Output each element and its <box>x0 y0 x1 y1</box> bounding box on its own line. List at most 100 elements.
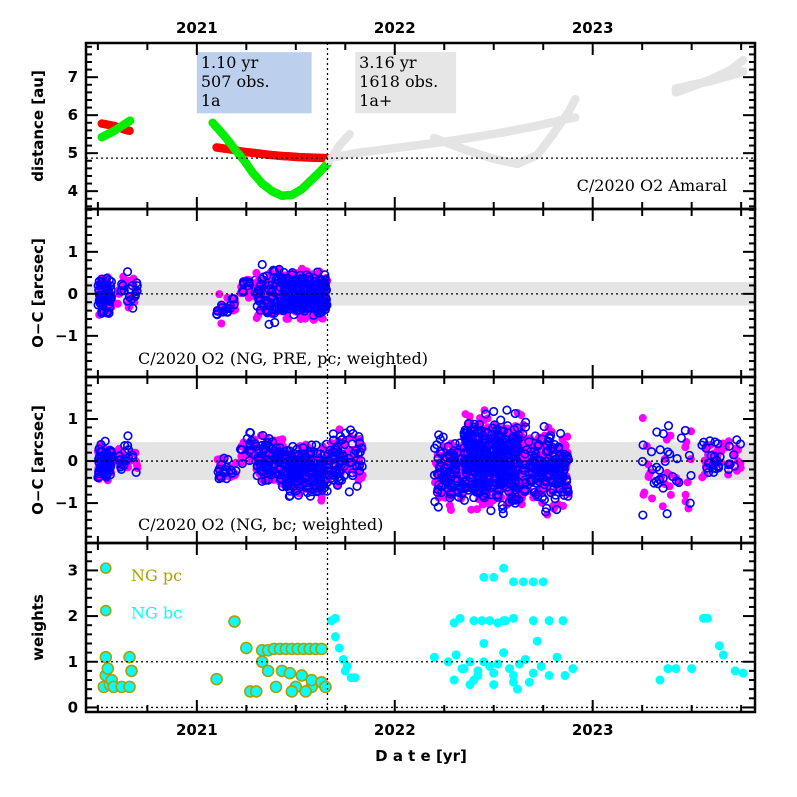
dec-residual-point <box>260 305 271 315</box>
ra-residual-point <box>561 441 570 450</box>
dec-residual-point <box>105 290 115 300</box>
dec-residual-point <box>315 298 326 308</box>
dec-residual-point <box>313 308 323 318</box>
dec-residual-point <box>270 317 280 328</box>
dec-residual-point <box>705 436 715 446</box>
dec-residual-point <box>529 487 540 498</box>
dec-residual-point <box>537 464 547 474</box>
ng-pc-weight-point <box>99 650 113 664</box>
dec-residual-point <box>510 408 520 419</box>
dec-residual-point <box>558 451 568 462</box>
ng-pc-weight-point <box>123 650 136 664</box>
info-box-1-line: 1.10 yr <box>201 53 259 72</box>
dec-residual-point <box>434 430 444 440</box>
dec-residual-point <box>102 282 113 293</box>
dec-residual-point <box>267 280 277 290</box>
dec-residual-point <box>520 422 531 432</box>
data-point-geocentric-distance-later- <box>570 94 580 104</box>
ng-bc-weight-point <box>568 664 578 674</box>
dec-residual-point <box>658 483 668 493</box>
dec-residual-point <box>549 464 559 474</box>
dec-residual-point <box>237 458 247 469</box>
panel-frame <box>84 541 757 714</box>
x-tick-label-bottom: 2022 <box>374 721 416 739</box>
dec-residual-point <box>354 432 364 442</box>
x-tick-label-bottom: 2021 <box>176 721 218 739</box>
dec-residual-point <box>103 300 113 310</box>
dec-residual-point <box>534 477 545 487</box>
dec-residual-point <box>442 472 452 482</box>
dec-residual-point <box>294 295 304 305</box>
dec-residual-point <box>245 441 255 451</box>
dec-residual-point <box>725 459 735 469</box>
dec-residual-point <box>282 445 292 456</box>
dec-residual-point <box>258 430 268 441</box>
dec-residual-point <box>520 485 530 495</box>
plot-area <box>86 543 755 712</box>
x-tick-label-top: 2022 <box>374 19 416 37</box>
ng-bc-weight-point <box>671 664 681 674</box>
dec-residual-point <box>356 443 367 453</box>
dec-residual-point <box>257 259 267 270</box>
dec-residual-point <box>491 490 502 500</box>
ng-pc-weight-point <box>125 664 138 678</box>
ng-bc-weight-point <box>505 664 515 674</box>
data-point-geocentric-distance-later- <box>345 129 354 139</box>
dec-residual-point <box>446 489 456 499</box>
info-box-2-line: 1618 obs. <box>359 72 438 91</box>
x-tick-label-top: 2021 <box>176 19 218 37</box>
y-axis-title: O−C [arcsec] <box>29 405 47 515</box>
dec-residual-point <box>647 464 657 475</box>
dec-residual-point <box>276 301 286 311</box>
dec-residual-point <box>258 465 268 475</box>
dec-residual-point <box>470 468 480 478</box>
ng-pc-weight-point <box>315 642 328 656</box>
ng-bc-weight-point <box>512 684 522 694</box>
y-tick-label: 6 <box>68 106 78 124</box>
info-box-2 <box>355 52 457 114</box>
dec-residual-point <box>541 475 551 486</box>
dec-residual-point <box>306 487 317 497</box>
dec-residual-point <box>552 504 562 515</box>
dec-residual-point <box>498 504 508 514</box>
dec-residual-point <box>320 281 330 291</box>
panel-annotation: C/2020 O2 Amaral <box>577 176 727 195</box>
ng-bc-weight-point <box>687 664 697 674</box>
legend-label-ng-bc: NG bc <box>131 604 182 623</box>
ng-pc-weight-point <box>249 685 263 698</box>
ra-residual-point <box>644 472 653 481</box>
ra-residual-point <box>638 414 647 423</box>
dec-residual-point <box>502 405 512 415</box>
plot-area <box>86 209 755 377</box>
ra-residual-point <box>119 272 128 281</box>
dec-residual-point <box>343 453 354 464</box>
dec-residual-point <box>662 509 672 519</box>
ng-bc-weight-point <box>330 632 340 642</box>
dec-residual-point <box>697 440 707 450</box>
ng-bc-weight-point <box>524 677 534 687</box>
dec-residual-point <box>332 469 342 479</box>
dec-residual-point <box>299 306 309 316</box>
dec-residual-point <box>289 296 299 307</box>
dec-residual-point <box>104 466 114 476</box>
dec-residual-point <box>449 446 459 456</box>
ng-bc-weight-point <box>330 613 340 623</box>
dec-residual-point <box>116 286 126 296</box>
dec-residual-point <box>436 458 446 468</box>
dec-residual-point <box>490 473 501 483</box>
dec-residual-point <box>238 287 248 297</box>
dec-residual-point <box>491 478 501 488</box>
dec-residual-point <box>266 470 276 480</box>
dec-residual-point <box>279 285 289 295</box>
dec-residual-point <box>114 451 125 461</box>
dec-residual-point <box>436 487 447 498</box>
ng-bc-weight-point <box>465 657 475 667</box>
ra-residual-point <box>446 505 455 514</box>
dec-residual-point <box>335 474 345 484</box>
ng-bc-weight-point <box>730 666 740 676</box>
dec-residual-point <box>289 286 299 296</box>
dec-residual-point <box>254 296 264 306</box>
